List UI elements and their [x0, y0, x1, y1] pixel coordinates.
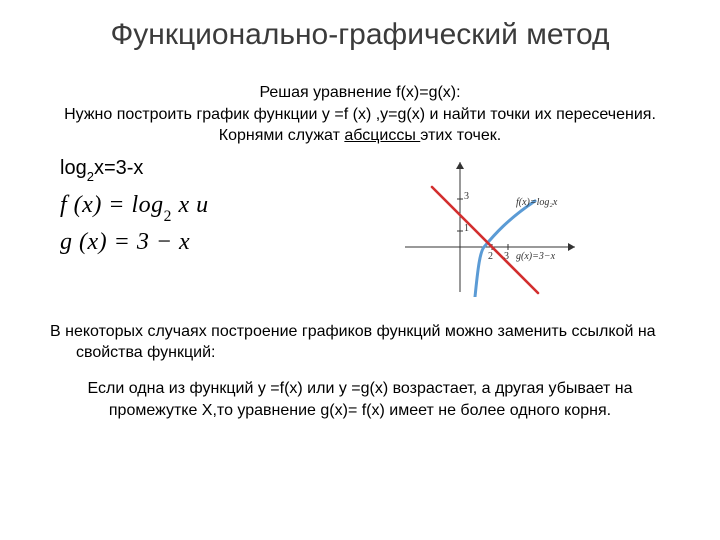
content-row: log2x=3-x f (x) = log2 x u g (x) = 3 − x	[40, 157, 680, 297]
tick-label-y1: 1	[464, 223, 469, 234]
tick-label-x2: 2	[488, 251, 493, 262]
intro-underlined: абсциссы	[344, 127, 420, 144]
example-prefix: log	[60, 157, 87, 179]
page-title: Функционально-графический метод	[40, 18, 680, 52]
formula-f-sub: 2	[164, 208, 172, 225]
chart-svg	[400, 157, 580, 297]
chart: 1 3 2 3 f(x)=log₂x g(x)=3−x	[400, 157, 580, 297]
intro-block: Решая уравнение f(x)=g(x): Нужно построи…	[40, 82, 680, 147]
formula-g: g (x) = 3 − x	[60, 229, 360, 256]
example-equation: log2x=3-x	[60, 157, 360, 182]
example-sub: 2	[87, 169, 94, 184]
example-rest: x=3-x	[94, 157, 143, 179]
formulas-block: log2x=3-x f (x) = log2 x u g (x) = 3 − x	[40, 157, 360, 262]
formula-f-tail: x u	[172, 192, 209, 218]
formula-f: f (x) = log2 x u	[60, 192, 360, 223]
tick-label-y3: 3	[464, 191, 469, 202]
chart-anno-f: f(x)=log₂x	[516, 197, 557, 208]
intro-line-1: Решая уравнение f(x)=g(x):	[40, 82, 680, 104]
y-axis-arrow	[456, 162, 464, 169]
slide: Функционально-графический метод Решая ур…	[0, 0, 720, 540]
chart-anno-g: g(x)=3−x	[516, 251, 555, 262]
note-text: В некоторых случаях построение графиков …	[66, 321, 680, 364]
formula-f-main: f (x) = log	[60, 192, 164, 218]
x-axis-arrow	[568, 243, 575, 251]
tick-label-x3: 3	[504, 251, 509, 262]
intro-line-2b: этих точек.	[420, 127, 501, 144]
theorem-text: Если одна из функций y =f(x) или y =g(x)…	[40, 378, 680, 423]
intro-line-2: Нужно построить график функции y =f (x) …	[40, 104, 680, 147]
